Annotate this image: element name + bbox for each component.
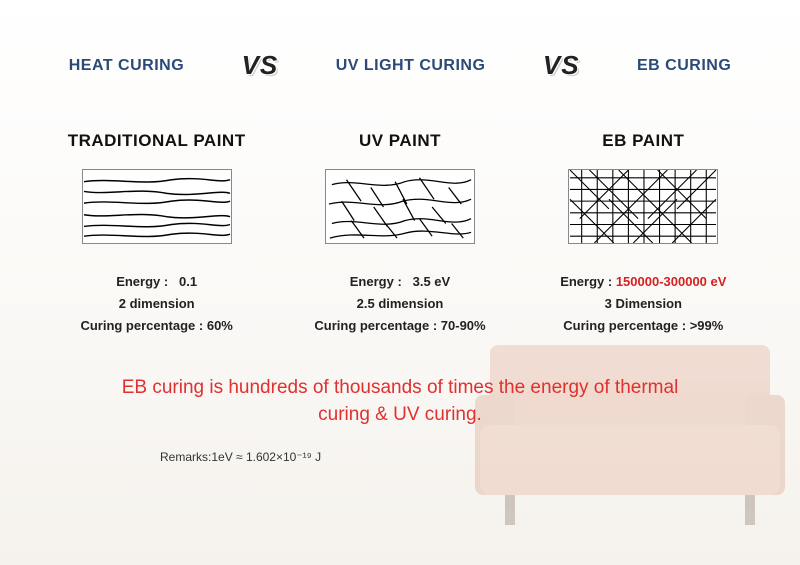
columns-row: TRADITIONAL PAINT Energy : 0.1 2 dimensi… bbox=[40, 131, 760, 340]
header-uv-curing: UV LIGHT CURING bbox=[336, 57, 486, 75]
header-heat-curing: HEAT CURING bbox=[69, 57, 184, 75]
vs-label-1: VS bbox=[242, 50, 279, 81]
energy-label: Energy : bbox=[350, 274, 402, 289]
dimension-eb: 3 Dimension bbox=[527, 296, 760, 311]
dimension-traditional: 2 dimension bbox=[40, 296, 273, 311]
diagram-branched-icon bbox=[325, 169, 475, 244]
paint-title-traditional: TRADITIONAL PAINT bbox=[40, 131, 273, 151]
diagram-network-icon bbox=[568, 169, 718, 244]
col-eb: EB PAINT Energy : 150000-300000 eV 3 Dim… bbox=[527, 131, 760, 340]
infographic-content: HEAT CURING VS UV LIGHT CURING VS EB CUR… bbox=[0, 0, 800, 464]
energy-uv: Energy : 3.5 eV bbox=[283, 274, 516, 289]
curing-eb: Curing percentage : >99% bbox=[527, 318, 760, 333]
energy-label: Energy : bbox=[116, 274, 168, 289]
dimension-uv: 2.5 dimension bbox=[283, 296, 516, 311]
paint-title-eb: EB PAINT bbox=[527, 131, 760, 151]
col-uv: UV PAINT Energy : 3.5 eV 2.5 dimension C… bbox=[283, 131, 516, 340]
energy-traditional: Energy : 0.1 bbox=[40, 274, 273, 289]
curing-traditional: Curing percentage : 60% bbox=[40, 318, 273, 333]
energy-label: Energy : bbox=[560, 274, 612, 289]
diagram-linear-icon bbox=[82, 169, 232, 244]
energy-value: 0.1 bbox=[179, 274, 197, 289]
curing-uv: Curing percentage : 70-90% bbox=[283, 318, 516, 333]
summary-text: EB curing is hundreds of thousands of ti… bbox=[40, 375, 760, 428]
energy-value: 3.5 eV bbox=[413, 274, 451, 289]
energy-eb: Energy : 150000-300000 eV bbox=[527, 274, 760, 289]
paint-title-uv: UV PAINT bbox=[283, 131, 516, 151]
energy-value-highlight: 150000-300000 eV bbox=[616, 274, 727, 289]
header-eb-curing: EB CURING bbox=[637, 57, 731, 75]
col-traditional: TRADITIONAL PAINT Energy : 0.1 2 dimensi… bbox=[40, 131, 273, 340]
header-row: HEAT CURING VS UV LIGHT CURING VS EB CUR… bbox=[40, 50, 760, 81]
vs-label-2: VS bbox=[543, 50, 580, 81]
remarks-text: Remarks:1eV ≈ 1.602×10⁻¹⁹ J bbox=[160, 450, 760, 464]
